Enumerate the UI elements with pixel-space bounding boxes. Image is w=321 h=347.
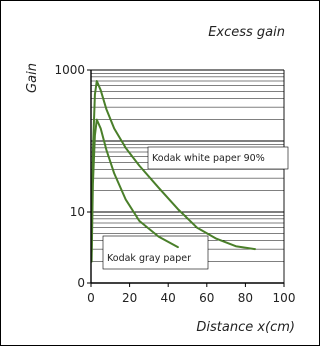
axes [90,70,284,284]
label-box-gray-paper [102,235,209,270]
x-tick-label: 40 [161,291,176,305]
series-lines [90,80,256,263]
grid [91,69,285,283]
series-line-0 [90,80,256,253]
x-axis-label: Distance x(cm) [196,320,295,335]
x-tick-label: 100 [273,291,296,305]
x-tick-label: 60 [199,291,214,305]
series-label-gray-paper: Kodak gray paper [107,253,191,264]
series-label-white-paper: Kodak white paper 90% [152,153,265,164]
series-line-1 [90,118,179,263]
y-tick-label: 0 [77,276,85,290]
x-tick-label: 20 [122,291,137,305]
x-tick-label: 80 [238,291,253,305]
chart-title: Excess gain [208,25,285,40]
y-tick-label: 1000 [54,63,85,77]
y-tick-label: 10 [70,205,85,219]
label-box-white-paper [147,146,289,170]
x-tick-label: 0 [87,291,95,305]
y-axis-label: Gain [25,63,40,93]
series-label-boxes [102,146,289,270]
